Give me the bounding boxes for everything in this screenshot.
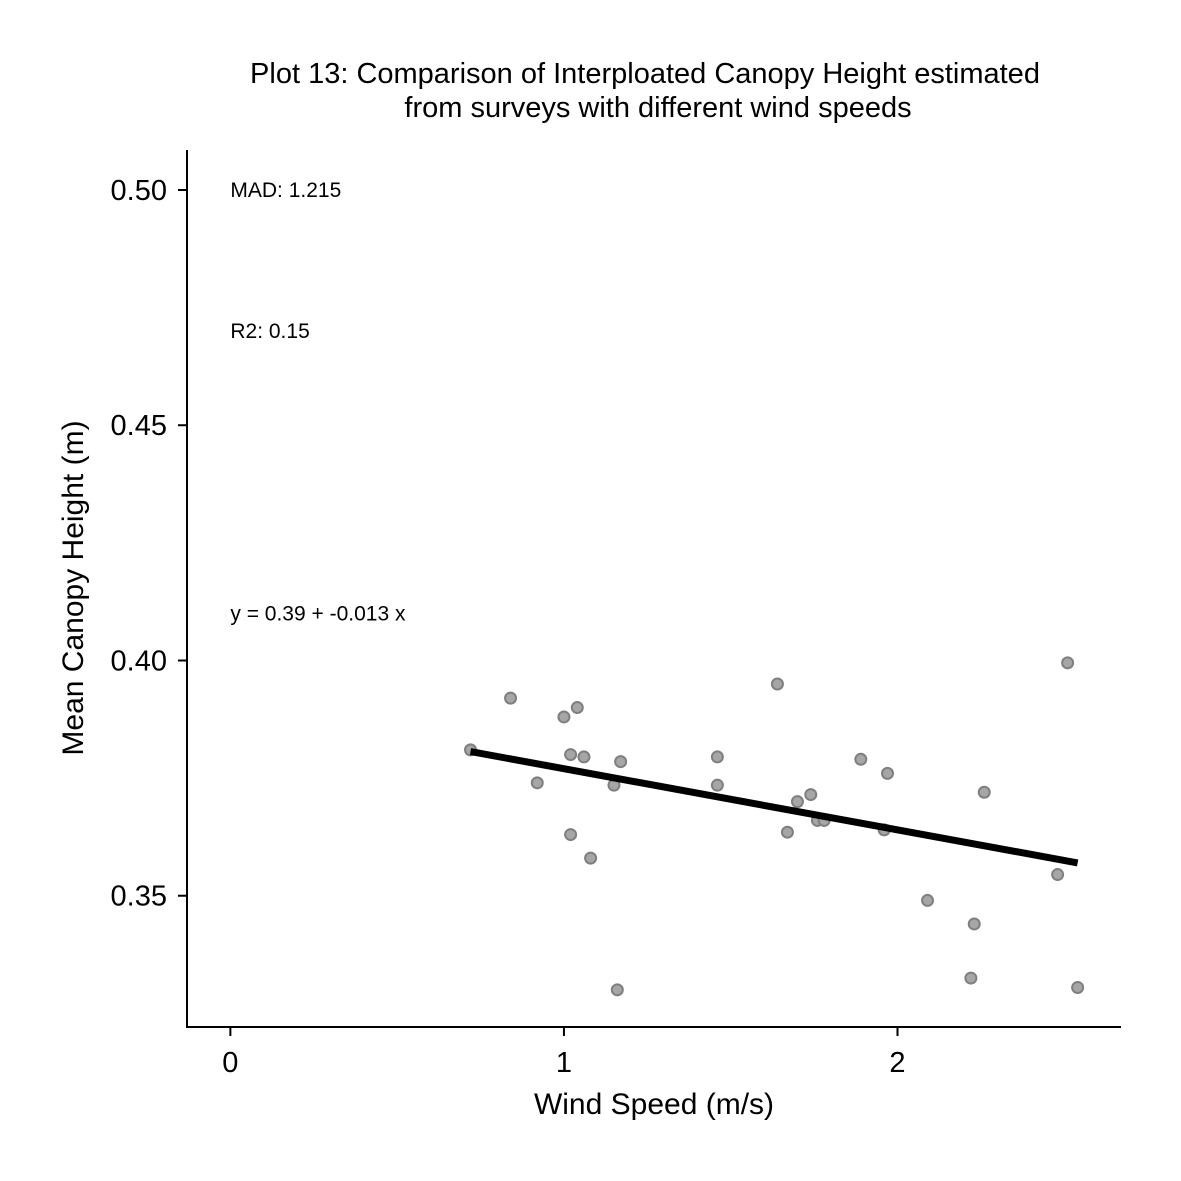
data-point — [564, 748, 578, 762]
y-axis-title: Mean Canopy Height (m) — [57, 420, 90, 755]
chart-title-line-2: from surveys with different wind speeds — [404, 92, 911, 124]
data-point — [610, 983, 624, 997]
scatter-points — [464, 656, 1085, 997]
data-point — [780, 825, 794, 839]
y-tick-label: 0.50 — [111, 175, 167, 207]
data-point — [710, 778, 724, 792]
data-point — [881, 766, 894, 780]
data-point — [804, 788, 818, 802]
data-point — [564, 828, 578, 842]
data-point — [790, 795, 804, 809]
y-tick-label: 0.40 — [111, 645, 167, 677]
y-tick-label: 0.45 — [111, 410, 167, 442]
x-axis-ticks: 0 1 2 — [222, 1027, 906, 1079]
x-tick-label: 2 — [889, 1047, 905, 1079]
data-point — [977, 785, 991, 799]
data-point — [770, 677, 784, 691]
regression-line — [469, 748, 1079, 867]
data-point — [964, 971, 978, 985]
data-point — [854, 752, 868, 766]
data-point — [504, 691, 518, 705]
y-axis-ticks: 0.35 0.40 0.45 0.50 — [111, 175, 187, 913]
data-point — [584, 851, 598, 865]
data-point — [577, 750, 591, 764]
x-tick-label: 1 — [556, 1047, 572, 1079]
chart-title-line-1: Plot 13: Comparison of Interploated Cano… — [250, 58, 1040, 90]
annotation-equation: y = 0.39 + -0.013 x — [230, 602, 406, 625]
data-point — [710, 750, 724, 764]
annotation-mad: MAD: 1.215 — [230, 179, 341, 202]
x-axis-title: Wind Speed (m/s) — [534, 1088, 774, 1121]
data-point — [921, 893, 935, 907]
annotation-r2: R2: 0.15 — [230, 320, 309, 343]
data-point — [530, 776, 544, 790]
data-point — [570, 701, 584, 715]
data-point — [967, 917, 981, 931]
data-point — [1071, 980, 1085, 994]
x-tick-label: 0 — [222, 1047, 238, 1079]
y-tick-label: 0.35 — [111, 881, 167, 913]
data-point — [1061, 656, 1075, 670]
data-point — [614, 755, 628, 769]
data-point — [557, 710, 571, 724]
data-point — [1051, 868, 1065, 882]
annotations: MAD: 1.215 R2: 0.15 y = 0.39 + -0.013 x — [230, 179, 406, 625]
